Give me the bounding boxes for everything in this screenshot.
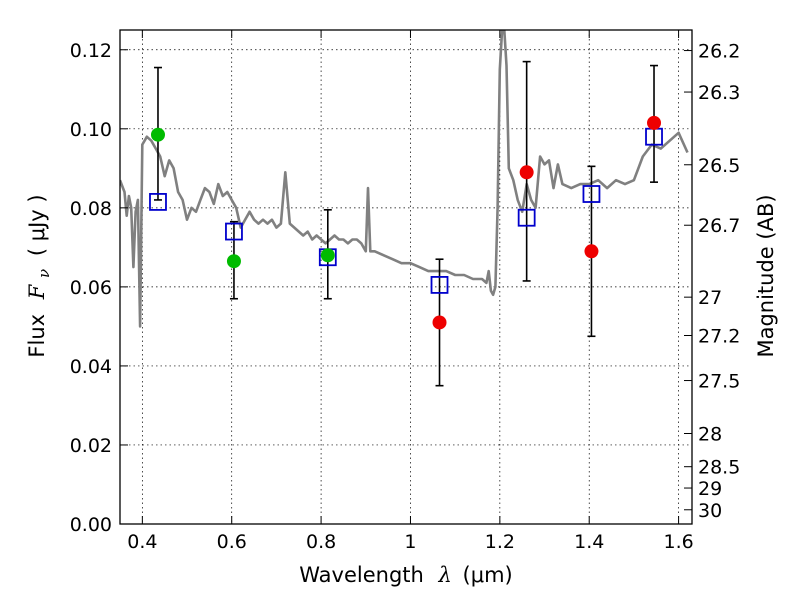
x-tick-label-1: 0.6: [217, 531, 247, 553]
model-point-4: [517, 208, 536, 227]
y-axis-label-symbol: F: [25, 283, 49, 300]
y-tick-label-2: 0.04: [70, 356, 112, 378]
y-tick-label-0: 0.00: [70, 514, 112, 536]
plot-frame: [119, 29, 693, 525]
green-point-1: [226, 254, 241, 269]
red-point-2: [584, 244, 599, 259]
y2-tick-label-5: 27.2: [698, 325, 740, 347]
grid-lines: [120, 30, 692, 525]
model-point-1: [225, 222, 243, 241]
model-point-0: [149, 193, 167, 211]
y2-tick-label-0: 26.2: [698, 41, 740, 63]
y2-tick-label-6: 27.5: [698, 371, 740, 393]
tick-marks: [120, 30, 692, 525]
x-tick-label-4: 1.2: [485, 531, 515, 553]
y2-tick-label-4: 27: [698, 287, 722, 309]
x-axis-label-text: Wavelength: [299, 563, 424, 587]
y-axis-label-sub: ν: [35, 269, 53, 278]
y-tick-label-4: 0.08: [70, 198, 112, 220]
x-tick-label-2: 0.8: [306, 531, 336, 553]
y2-tick-label-10: 30: [698, 500, 722, 522]
y2-axis-label: Magnitude (AB): [754, 194, 778, 357]
x-tick-label-0: 0.4: [127, 531, 157, 553]
y-tick-label-5: 0.10: [70, 119, 112, 141]
x-axis-label-unit: (μm): [463, 563, 513, 587]
y2-tick-label-3: 26.7: [698, 215, 740, 237]
y2-tick-label-8: 28.5: [698, 457, 740, 479]
plot-area: [120, 30, 689, 387]
model-point-3: [430, 276, 449, 294]
y2-tick-label-1: 26.3: [698, 82, 740, 104]
y-tick-label-3: 0.06: [70, 277, 112, 299]
tick-labels: 0.4 0.6 0.8 1 1.2 1.4 1.6 0.00 0.02 0.04 0.06 0.08 0…: [70, 40, 741, 553]
y2-tick-label-2: 26.5: [698, 155, 740, 177]
x-axis-label: Wavelength λ (μm): [299, 563, 512, 587]
y2-tick-label-7: 28: [698, 423, 722, 445]
axes-frame: [119, 29, 693, 525]
x-axis-label-symbol: λ: [438, 563, 452, 587]
x-tick-label-3: 1: [404, 531, 416, 553]
y-tick-label-6: 0.12: [70, 40, 112, 62]
y-axis-label-text: Flux: [25, 314, 49, 358]
y-axis-label-unit: ( μJy ): [25, 194, 49, 256]
model-point-5: [582, 185, 601, 203]
y-axis-label: Flux F ν ( μJy ): [25, 194, 54, 357]
spectrum-line: [120, 30, 689, 328]
red-point-0: [432, 315, 447, 330]
red-point-3: [647, 115, 662, 130]
y2-tick-label-9: 29: [698, 478, 722, 500]
y-tick-label-1: 0.02: [70, 435, 112, 457]
green-point-0: [150, 127, 165, 142]
green-point-2: [320, 248, 335, 263]
x-tick-label-5: 1.4: [574, 531, 604, 553]
x-tick-label-6: 1.6: [663, 531, 693, 553]
red-point-1: [519, 165, 534, 180]
